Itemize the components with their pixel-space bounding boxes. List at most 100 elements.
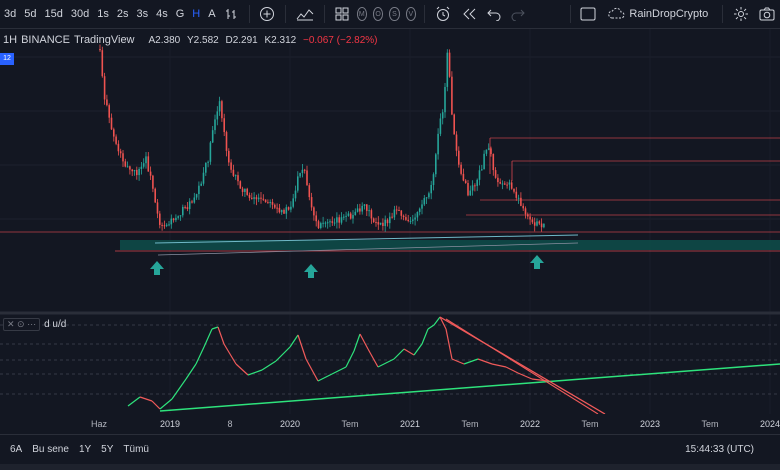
range-bu-sene[interactable]: Bu sene [32, 444, 69, 455]
candle-body [372, 218, 375, 223]
candle-body [159, 213, 161, 225]
timeframe-3d[interactable]: 3d [4, 7, 17, 20]
candle-body [179, 215, 182, 217]
timeframe-1s[interactable]: 1s [97, 7, 109, 20]
candle-body [129, 166, 131, 170]
undo-icon[interactable] [482, 0, 506, 29]
candle-body [320, 223, 322, 229]
range-5y[interactable]: 5Y [101, 444, 114, 455]
candle-body [536, 221, 538, 226]
candle-body [113, 129, 115, 137]
candle-body [349, 213, 352, 219]
timeframe-a[interactable]: A [208, 7, 216, 20]
indicator-segment [463, 358, 479, 365]
candle-body [156, 202, 159, 214]
template-s-button[interactable]: S [389, 7, 400, 21]
range-1y[interactable]: 1Y [78, 444, 92, 455]
timeframe-4s[interactable]: 4s [156, 7, 168, 20]
candle-body [301, 169, 304, 174]
template-v-button[interactable]: V [405, 7, 417, 21]
timeframe-30d[interactable]: 30d [70, 7, 90, 20]
candle-body [531, 219, 534, 223]
candle-body [131, 169, 133, 172]
redo-icon[interactable] [506, 0, 530, 29]
candle-body [444, 86, 446, 113]
main-trendlines [154, 234, 579, 256]
candle-body [398, 209, 400, 211]
timeframe-3s[interactable]: 3s [136, 7, 149, 20]
layout-icon[interactable] [330, 0, 354, 29]
indicator-name[interactable]: d u/d [44, 318, 67, 330]
replay-icon[interactable] [456, 0, 482, 29]
template-o-button[interactable]: O [372, 7, 384, 21]
time-axis-label: 2021 [399, 419, 421, 429]
template-m-button[interactable]: M [356, 7, 367, 21]
time-axis[interactable]: Haz 2019 8 2020 Tem 2021 Tem 2022 Tem 2023 Tem 2024 [0, 414, 780, 434]
toolbar-divider [248, 5, 250, 23]
legend-interval[interactable]: 1H [3, 34, 18, 46]
support-zone [120, 240, 780, 250]
legend-close: K2.312 [264, 34, 297, 46]
indicator-segment [171, 378, 187, 400]
range-6a[interactable]: 6A [10, 444, 23, 455]
indicator-resistance-trendline [439, 316, 606, 414]
symbol-legend: 1H BINANCE TradingView A2.380 Y2.582 D2.… [0, 33, 378, 47]
timeframe-g[interactable]: G [175, 7, 185, 20]
candle-body [499, 182, 501, 184]
candle-body [253, 197, 255, 199]
settings-icon[interactable] [728, 0, 754, 29]
candle-body [119, 151, 122, 154]
candle-body [278, 207, 281, 213]
candle-body [310, 197, 313, 208]
candle-body [487, 148, 490, 150]
fullscreen-icon[interactable] [575, 0, 601, 29]
indicators-icon[interactable] [291, 0, 319, 29]
candle-body [471, 185, 474, 191]
candle-body [432, 174, 435, 185]
candle-body [126, 166, 129, 168]
legend-symbol[interactable]: BINANCE [21, 34, 70, 46]
toolbar-divider [285, 5, 286, 23]
indicator-segment [159, 398, 173, 410]
candle-body [375, 222, 377, 224]
candle-body [274, 204, 276, 208]
candle-body [237, 175, 239, 182]
candle-body [108, 105, 110, 118]
candle-body [209, 142, 212, 162]
candle-body [168, 224, 170, 226]
time-axis-label: 2023 [639, 419, 661, 429]
timeframe-5d[interactable]: 5d [24, 7, 37, 20]
candle-body [331, 221, 334, 223]
timeframe-2s[interactable]: 2s [116, 7, 129, 20]
candle-body [356, 208, 359, 212]
candle-body [269, 202, 271, 204]
timeframe-15d[interactable]: 15d [44, 7, 63, 20]
candle-body [478, 170, 481, 180]
camera-icon[interactable] [754, 0, 780, 29]
candle-body [106, 99, 108, 106]
candle-body [241, 188, 244, 192]
chart-canvas[interactable] [0, 29, 780, 414]
candle-body [145, 156, 147, 164]
candle-body [458, 150, 460, 165]
candle-body [232, 169, 235, 176]
candle-body [177, 216, 179, 218]
timeframe-h[interactable]: H [192, 7, 201, 20]
candle-body [418, 208, 421, 212]
candle-body [520, 197, 522, 206]
range-tumu[interactable]: Tümü [123, 444, 149, 455]
utc-clock[interactable]: 15:44:33 (UTC) [685, 444, 754, 455]
indicator-controls[interactable]: ✕ ⊙ ⋯ [3, 317, 41, 331]
indicator-segment [203, 328, 213, 348]
account-menu[interactable]: RainDropCrypto [607, 7, 708, 22]
candle-body [283, 209, 285, 214]
alert-icon[interactable] [430, 0, 456, 29]
add-indicator-icon[interactable] [254, 0, 280, 29]
candle-body [200, 183, 202, 186]
candle-body [345, 215, 347, 217]
time-axis-label: Haz [90, 419, 108, 429]
indicator-segment [491, 363, 507, 368]
bar-style-icon[interactable] [220, 0, 244, 29]
candle-body [524, 208, 527, 215]
candle-body [248, 194, 251, 198]
